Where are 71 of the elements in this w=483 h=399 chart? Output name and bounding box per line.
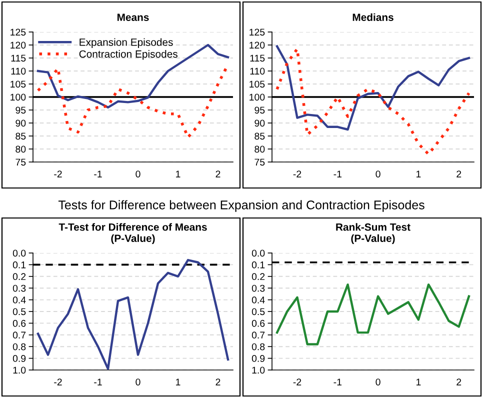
y-tick-label: 100 — [250, 94, 265, 101]
y-tick-label: 0.0 — [12, 250, 26, 257]
y-tick-label: 75 — [16, 158, 26, 166]
y-tick-label: 0.1 — [12, 261, 26, 268]
y-tick-label: 90 — [16, 120, 26, 127]
y-tick-label: 95 — [16, 106, 26, 114]
y-tick-label: 0.9 — [252, 355, 265, 362]
x-tick-label: 2 — [456, 378, 462, 386]
x-tick-label: 0 — [376, 378, 380, 386]
chart-title: T-Test for Difference of Means (P-Value) — [58, 223, 207, 244]
y-tick-label: 120 — [250, 42, 265, 49]
x-tick-label: 2 — [456, 170, 462, 178]
x-tick-label: 1 — [176, 170, 180, 178]
x-tick-label: -1 — [334, 170, 342, 178]
y-tick-label: 125 — [10, 28, 26, 36]
x-tick-label: 1 — [416, 378, 421, 386]
x-tick-label: 0 — [136, 378, 140, 386]
x-tick-label: -2 — [293, 170, 302, 178]
x-tick-label: 2 — [216, 378, 220, 386]
y-tick-label: 0.5 — [12, 308, 26, 316]
x-tick-label: -2 — [54, 378, 62, 386]
y-tick-label: 115 — [11, 54, 26, 62]
y-tick-label: 0.8 — [12, 343, 26, 350]
y-tick-label: 105 — [10, 80, 26, 88]
x-tick-label: -1 — [94, 378, 102, 386]
y-tick-label: 0.7 — [12, 332, 26, 339]
chart-title: Medians — [352, 13, 394, 21]
y-tick-label: 0.6 — [252, 320, 265, 327]
y-tick-label: 0.7 — [252, 332, 265, 339]
y-tick-label: 0.2 — [12, 273, 26, 280]
x-tick-label: 0 — [376, 170, 380, 178]
x-tick-label: 2 — [216, 170, 220, 178]
text: Tests for Difference between Expansion and Contraction Episodes — [58, 200, 424, 212]
legend-label: Expansion Episodes — [80, 38, 173, 48]
y-tick-label: 120 — [10, 42, 26, 49]
y-tick-label: 0.2 — [252, 273, 265, 280]
legend-label: Contraction Episodes — [79, 50, 178, 60]
x-tick-label: 1 — [416, 170, 421, 178]
x-tick-label: -2 — [54, 170, 62, 178]
y-tick-label: 85 — [254, 132, 265, 140]
y-tick-label: 1.0 — [252, 366, 265, 374]
x-tick-label: 1 — [176, 378, 180, 386]
y-tick-label: 105 — [250, 80, 265, 88]
y-tick-label: 0.1 — [252, 261, 265, 268]
y-tick-label: 0.4 — [12, 296, 26, 304]
y-tick-label: 95 — [254, 106, 265, 114]
y-tick-label: 0.0 — [252, 250, 265, 257]
y-tick-label: 80 — [16, 146, 26, 153]
y-tick-label: 0.8 — [252, 343, 265, 350]
y-tick-label: 100 — [10, 94, 26, 101]
x-tick-label: -1 — [334, 378, 342, 386]
y-tick-label: 110 — [11, 68, 26, 75]
y-tick-label: 0.6 — [12, 320, 26, 327]
y-tick-label: 125 — [250, 28, 265, 36]
y-tick-label: 0.3 — [252, 284, 265, 292]
chart-title: Rank-Sum Test (P-Value) — [336, 223, 410, 244]
y-tick-label: 90 — [254, 120, 265, 127]
y-tick-label: 0.5 — [252, 308, 265, 316]
y-tick-label: 85 — [16, 132, 26, 140]
x-tick-label: -2 — [293, 378, 302, 386]
y-tick-label: 75 — [254, 158, 265, 166]
y-tick-label: 80 — [254, 146, 265, 153]
x-tick-label: -1 — [94, 170, 102, 178]
y-tick-label: 0.9 — [12, 355, 26, 362]
chart-title: Means — [117, 14, 149, 21]
y-tick-label: 1.0 — [13, 366, 26, 374]
y-tick-label: 115 — [250, 54, 265, 62]
y-tick-label: 0.4 — [252, 296, 265, 304]
x-tick-label: 0 — [136, 170, 140, 178]
y-tick-label: 0.3 — [12, 284, 26, 292]
y-tick-label: 110 — [250, 68, 265, 75]
